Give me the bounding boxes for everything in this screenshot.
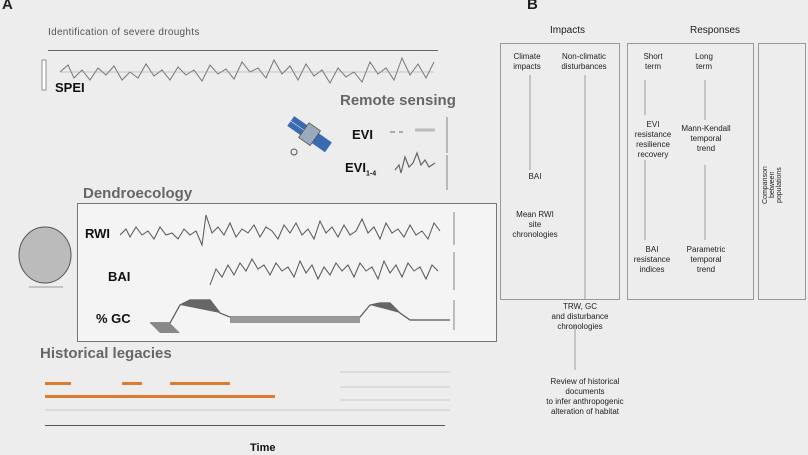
evi-resistance-text: EVI resistance resilience recovery: [634, 120, 672, 159]
bai-small-text: BAI: [528, 172, 542, 181]
comparison-box: [758, 43, 806, 300]
historical-legacies-title: Historical legacies: [40, 345, 172, 362]
climate-impacts-text: Climate impacts: [513, 52, 541, 71]
mann-kendall-text: Mann-Kendall temporal trend: [681, 124, 731, 153]
satellite-icon: [287, 116, 332, 156]
mean-rwi-text: Mean RWI site chronologies: [512, 210, 558, 239]
tree-core-icon: [18, 226, 72, 288]
parametric-text: Parametric temporal trend: [686, 245, 726, 274]
dendro-plots: [120, 214, 450, 333]
long-term-text: Long term: [695, 52, 713, 71]
responses-box: [627, 43, 754, 300]
responses-header: Responses: [690, 25, 741, 36]
evi-label: EVI: [352, 127, 373, 142]
dendro-axes: [453, 212, 455, 330]
review-text: Review of historical documents to infer …: [546, 377, 624, 416]
time-axis: [45, 425, 445, 430]
trw-gc-text: TRW, GC and disturbance chronologies: [551, 302, 609, 331]
evi-sub-label-suffix: 1-4: [365, 170, 377, 178]
historical-timeline: [45, 371, 450, 411]
evi-sub-label: EVI1-4: [345, 160, 376, 178]
gc-label: % GC: [96, 311, 131, 326]
time-axis-label: Time: [250, 442, 276, 454]
impacts-header: Impacts: [550, 25, 586, 36]
panel-b-connectors: [529, 75, 706, 370]
drought-section-title: Identification of severe droughts: [48, 27, 200, 38]
impacts-box: [500, 43, 620, 300]
remote-sensing-title: Remote sensing: [340, 92, 456, 109]
evi-plot: [390, 117, 448, 190]
dendroecology-title: Dendroecology: [83, 185, 193, 202]
bai-resistance-text: BAI resistance indices: [633, 245, 671, 274]
spei-plot: [41, 56, 435, 91]
short-term-text: Short term: [643, 52, 663, 71]
spei-label: SPEI: [55, 80, 85, 95]
non-climatic-text: Non-climatic disturbances: [561, 52, 607, 71]
drought-axis: [48, 40, 438, 51]
panel-a-letter: A: [2, 0, 13, 13]
bai-label: BAI: [108, 269, 131, 284]
rwi-label: RWI: [85, 226, 111, 241]
evi-sub-label-base: EVI: [345, 160, 366, 175]
panel-b-letter: B: [527, 0, 538, 13]
